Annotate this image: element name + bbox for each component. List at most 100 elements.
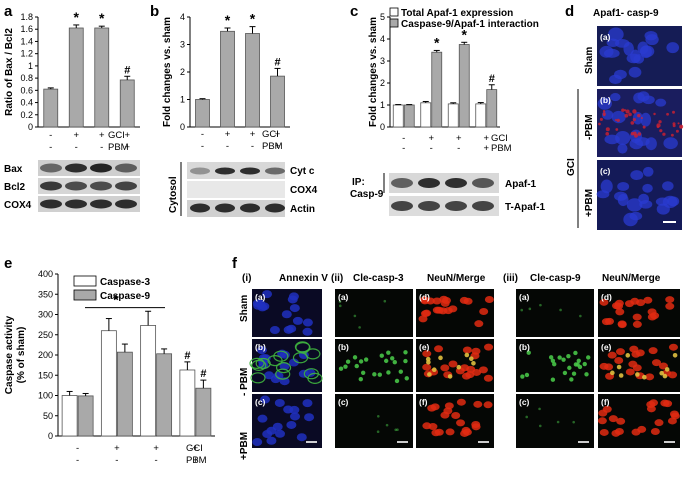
significance-mark: * <box>225 12 231 28</box>
y-tick-label: 0 <box>380 122 385 132</box>
neun-cell <box>598 409 608 417</box>
neun-cell <box>479 307 489 315</box>
blot-band <box>391 201 413 211</box>
legend-swatch <box>73 289 97 301</box>
micrograph-tag: (c) <box>519 397 530 407</box>
neun-cell <box>597 417 607 425</box>
green-signal <box>377 414 380 418</box>
red-puncta <box>621 108 625 112</box>
green-signal <box>345 359 351 364</box>
green-signal <box>552 362 557 367</box>
neun-cell <box>612 302 622 310</box>
blot-label-cox4-b: COX4 <box>290 185 318 196</box>
nucleus <box>257 303 268 312</box>
neun-cell <box>473 400 483 408</box>
neun-cell <box>648 347 658 355</box>
micrograph-tag: (a) <box>519 292 530 302</box>
f-section-i: (i) <box>242 273 251 284</box>
f-section-iii: (iii) <box>503 273 518 284</box>
ip-target-label: Casp-9 <box>350 189 384 200</box>
panel-d-row-sham: Sham <box>584 47 595 74</box>
blot-band <box>115 163 137 173</box>
green-signal <box>354 363 359 369</box>
gci-sign: - <box>402 133 405 144</box>
green-signal <box>539 303 542 307</box>
y-tick-label: 150 <box>38 370 53 380</box>
y-tick-label: 1.4 <box>20 36 33 46</box>
pbm-sign: - <box>100 142 103 153</box>
micrograph <box>516 394 594 448</box>
green-signal <box>584 372 589 377</box>
micrograph-tag: (a) <box>338 292 349 302</box>
blot-band <box>240 203 260 213</box>
nucleus <box>289 304 300 313</box>
neun-cell <box>643 296 653 304</box>
neun-cell <box>427 404 437 412</box>
neun-cell <box>456 419 466 427</box>
neun-cell <box>599 428 609 436</box>
neun-cell <box>650 428 660 436</box>
significance-mark: * <box>434 34 440 50</box>
ip-label: IP: <box>352 177 365 188</box>
green-signal <box>567 365 572 371</box>
red-puncta <box>599 117 603 121</box>
neun-cell <box>667 417 677 425</box>
nucleus <box>304 413 315 422</box>
green-signal <box>383 358 389 364</box>
nucleus <box>274 398 285 407</box>
y-axis-label: (% of sham) <box>16 327 27 384</box>
green-signal <box>538 407 541 411</box>
micrograph <box>416 394 494 448</box>
annexin-membrane <box>249 357 265 369</box>
neun-cell <box>665 302 675 310</box>
green-signal <box>372 372 377 377</box>
neun-cell <box>471 347 481 355</box>
bar <box>61 395 78 437</box>
green-signal <box>377 372 382 377</box>
neun-cell <box>668 343 678 351</box>
micrograph-tag: (c) <box>338 397 349 407</box>
neun-cell <box>448 360 458 368</box>
green-signal <box>562 370 568 376</box>
merge-signal <box>427 372 432 377</box>
nucleus <box>615 38 630 48</box>
nucleus <box>610 93 621 102</box>
f-col-annexin: Annexin V <box>279 273 328 284</box>
red-puncta <box>672 110 676 114</box>
micrograph-tag: (a) <box>255 292 266 302</box>
micrograph-tag: (b) <box>338 342 349 352</box>
y-tick-label: 0.8 <box>20 73 33 83</box>
neun-cell <box>484 296 494 304</box>
pbm-sign: - <box>155 455 158 466</box>
red-puncta <box>658 120 662 124</box>
panel-label-b: b <box>150 3 159 20</box>
y-tick-label: 3 <box>180 40 185 50</box>
neun-cell <box>478 366 488 374</box>
y-tick-label: 1.6 <box>20 24 33 34</box>
neun-cell <box>434 345 444 353</box>
y-tick-label: 1.2 <box>20 49 33 59</box>
nucleus <box>302 318 313 327</box>
green-signal <box>338 304 342 308</box>
panel-d-tag-a: (a) <box>600 32 611 42</box>
merge-signal <box>471 360 476 366</box>
bar <box>458 44 470 128</box>
legend-swatch <box>389 18 399 28</box>
y-tick-label: 100 <box>38 391 53 401</box>
micrograph <box>335 289 413 337</box>
nucleus <box>662 181 674 191</box>
neun-cell <box>445 428 455 436</box>
red-puncta <box>677 122 680 125</box>
green-signal <box>376 430 380 434</box>
y-tick-label: 4 <box>180 12 185 22</box>
nucleus <box>600 179 613 194</box>
nucleus <box>614 191 628 201</box>
green-signal <box>379 353 384 358</box>
nucleus <box>269 326 280 335</box>
green-signal <box>360 370 366 375</box>
annexin-membrane <box>250 372 266 384</box>
legend-label: Caspase-9 <box>100 291 150 302</box>
bar <box>77 395 94 437</box>
neun-cell <box>616 417 626 425</box>
